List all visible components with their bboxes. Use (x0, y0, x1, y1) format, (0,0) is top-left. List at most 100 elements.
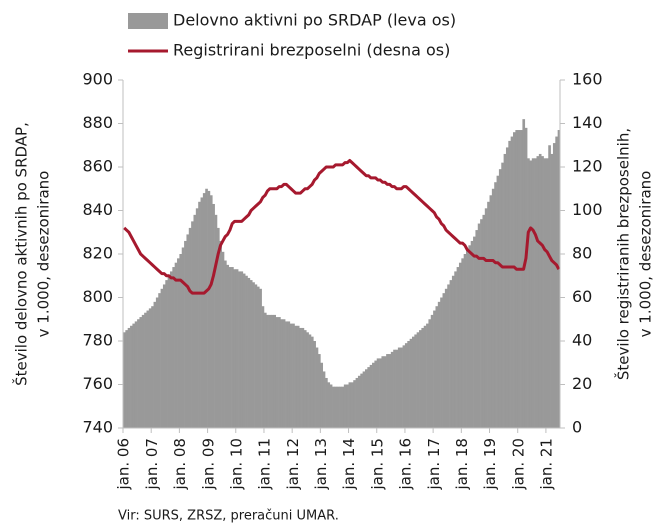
x-tick-label: jan. 14 (340, 438, 358, 491)
bar (430, 314, 434, 428)
bar (552, 143, 556, 428)
bar (461, 258, 464, 428)
bar (320, 362, 324, 428)
y2-tick-label: 0 (572, 418, 582, 437)
line-series (123, 158, 561, 295)
bar (186, 234, 190, 428)
bar (134, 321, 138, 428)
y2-tick-label: 20 (572, 374, 592, 393)
bar (327, 382, 331, 428)
bar (233, 269, 237, 428)
bar (550, 153, 554, 428)
bar (263, 312, 267, 428)
bar (216, 227, 220, 428)
x-tick-label: jan. 06 (115, 438, 133, 491)
bar (527, 158, 530, 429)
y-tick-label: 760 (82, 374, 113, 393)
bar (303, 330, 307, 428)
bar (449, 280, 453, 428)
bar (294, 325, 298, 428)
bar (409, 338, 413, 428)
bar (456, 267, 460, 428)
bar (482, 214, 486, 428)
bar (205, 188, 208, 428)
bar (360, 373, 363, 428)
bar (372, 362, 375, 428)
bar (501, 162, 504, 428)
bar (254, 284, 258, 428)
y-tick-label: 900 (82, 70, 113, 89)
bar (400, 347, 403, 428)
y2-tick-label: 160 (572, 70, 603, 89)
bar (383, 356, 387, 428)
bar (301, 327, 305, 428)
bar (308, 334, 312, 428)
bar (364, 369, 368, 428)
legend-label: Delovno aktivni po SRDAP (leva os) (173, 11, 456, 30)
bar (489, 195, 493, 428)
bar (200, 197, 204, 428)
bar (423, 325, 427, 428)
y-tick-label: 780 (82, 331, 113, 350)
y2-tick-label: 100 (572, 200, 603, 219)
bar (496, 175, 500, 428)
bar (473, 236, 476, 428)
bar (498, 169, 502, 429)
bar (306, 332, 309, 428)
bar (177, 258, 180, 428)
bar (541, 156, 544, 428)
bar (484, 208, 488, 428)
bar (207, 190, 211, 428)
bar (266, 314, 269, 428)
bar (480, 219, 483, 428)
bar (245, 275, 248, 428)
bar (529, 160, 533, 428)
bar (332, 386, 335, 428)
bar (209, 195, 213, 428)
bar (325, 377, 328, 428)
y2-tick-label: 40 (572, 331, 592, 350)
bar (435, 306, 439, 428)
x-tick-label: jan. 12 (284, 438, 302, 491)
y-tick-label: 880 (82, 113, 113, 132)
bar (411, 336, 415, 428)
bar (555, 136, 558, 429)
bar (318, 354, 321, 428)
bar (273, 314, 277, 428)
bar (367, 367, 370, 428)
bar (165, 280, 168, 428)
y-axis-title: v 1.000, desezonirano (35, 171, 53, 338)
bar (292, 323, 295, 428)
y2-axis-title: Število registriranih brezposelnih, (614, 128, 633, 380)
bar (167, 275, 171, 428)
bar (221, 251, 225, 428)
bar (517, 130, 521, 428)
bar (491, 188, 495, 428)
bar (339, 386, 342, 428)
bar (393, 349, 396, 428)
bar (543, 158, 547, 429)
bar (334, 386, 338, 428)
bar (153, 301, 157, 428)
bar (127, 327, 131, 428)
bar (437, 301, 441, 428)
bar (477, 223, 481, 428)
y-tick-label: 800 (82, 287, 113, 306)
bar (151, 306, 154, 428)
x-tick-label: jan. 09 (199, 438, 217, 491)
x-tick-label: jan. 16 (397, 438, 415, 491)
bar (144, 312, 147, 428)
bar (235, 269, 239, 428)
bar (494, 182, 497, 428)
bar (390, 351, 394, 428)
bar (191, 221, 194, 428)
bar (520, 130, 523, 428)
bar (271, 314, 274, 428)
bar (224, 260, 227, 428)
bar (202, 193, 206, 428)
bar (137, 319, 140, 428)
bar (198, 201, 201, 428)
x-tick-label: jan. 19 (481, 438, 499, 491)
